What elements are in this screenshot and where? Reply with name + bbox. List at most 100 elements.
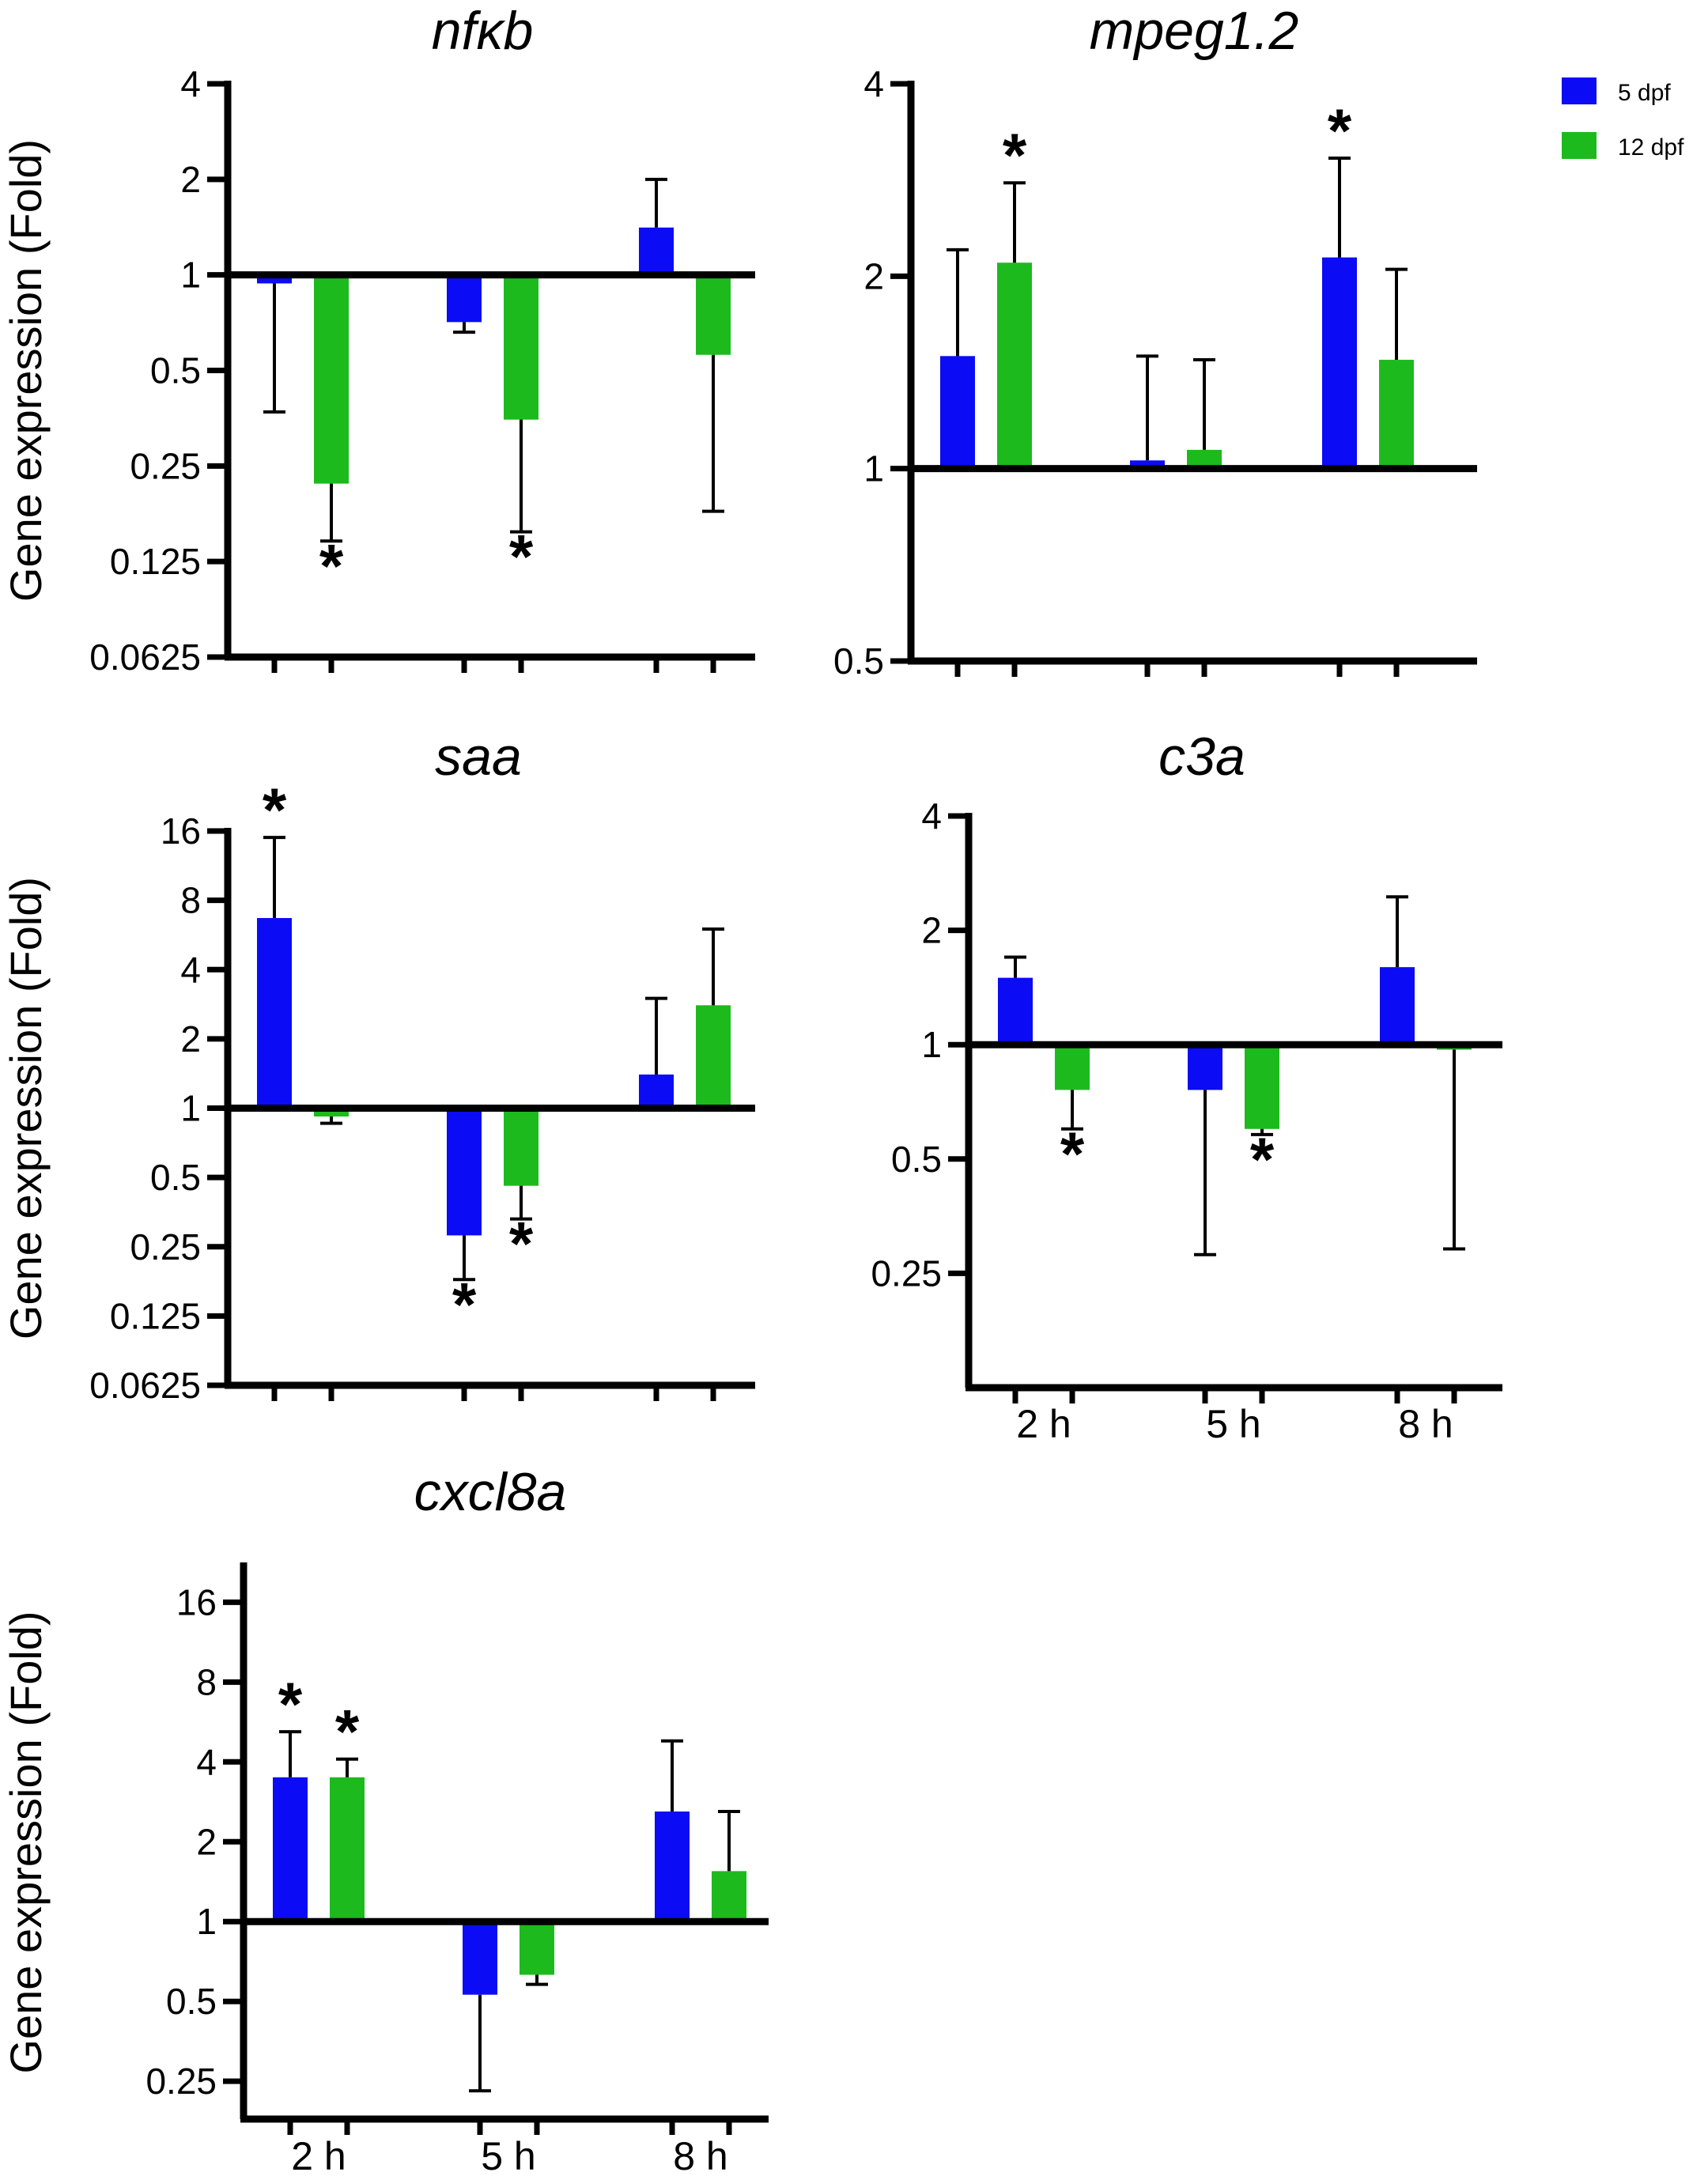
y-tick-label: 0.25 xyxy=(130,1226,201,1267)
significance-star: * xyxy=(319,531,344,600)
x-tick-label: 8 h xyxy=(1398,1402,1453,1446)
panel-saa: saa Gene expression (Fold) 0.0625 0.125 0.25… xyxy=(1,727,755,1406)
bar-12dpf-2h xyxy=(314,274,349,484)
legend-swatch-5dpf xyxy=(1562,77,1597,104)
bar-12dpf-5h xyxy=(1245,1045,1279,1129)
y-tick-label: 0.5 xyxy=(150,1157,201,1198)
significance-star: * xyxy=(509,1209,534,1279)
bar-12dpf-8h xyxy=(1379,360,1414,469)
y-axis-label: Gene expression (Fold) xyxy=(1,1611,51,2073)
y-tick-label: 8 xyxy=(196,1661,217,1702)
y-tick-label: 4 xyxy=(863,63,884,104)
legend-item-12dpf: 12 dpf xyxy=(1562,132,1684,161)
bar-5dpf-8h xyxy=(655,1811,690,1922)
y-tick-label: 2 xyxy=(180,1018,201,1060)
bar-12dpf-5h xyxy=(504,1108,538,1186)
y-tick-label: 16 xyxy=(161,810,201,852)
bar-5dpf-2h xyxy=(940,356,975,469)
y-tick-label: 0.5 xyxy=(891,1139,942,1180)
bar-5dpf-2h xyxy=(257,918,292,1109)
significance-star: * xyxy=(1328,96,1352,165)
legend-swatch-12dpf xyxy=(1562,132,1597,159)
y-tick-label: 0.125 xyxy=(110,1295,201,1336)
panel-cxcl8a: cxcl8a Gene expression (Fold) 0.25 0.5 1 2 4 8 1… xyxy=(1,1462,769,2176)
x-tick-label: 8 h xyxy=(673,2134,728,2176)
y-tick-label: 0.5 xyxy=(150,350,201,391)
legend-item-5dpf: 5 dpf xyxy=(1562,77,1671,106)
significance-star: * xyxy=(509,522,534,591)
panels: nfκb Gene expression (Fold) 0.0625 0.125 0.2… xyxy=(1,1,1502,2176)
y-tick-label: 1 xyxy=(863,448,884,489)
significance-star: * xyxy=(452,1269,477,1339)
y-axis-label: Gene expression (Fold) xyxy=(1,139,51,602)
y-tick-label: 0.25 xyxy=(130,445,201,486)
bar-5dpf-8h xyxy=(639,227,674,275)
chart-title: saa xyxy=(435,727,522,787)
significance-star: * xyxy=(1003,120,1027,190)
bar-12dpf-5h xyxy=(520,1921,554,1975)
x-tick-label: 2 h xyxy=(1016,1402,1071,1446)
y-tick-label: 1 xyxy=(180,1088,201,1129)
bar-12dpf-2h xyxy=(1055,1045,1090,1090)
bar-12dpf-5h xyxy=(1187,449,1222,469)
y-tick-label: 0.0625 xyxy=(89,1365,201,1406)
y-tick-label: 4 xyxy=(921,795,942,837)
panel-mpeg12: mpeg1.2 0.5 1 2 4 * * xyxy=(833,1,1477,682)
bar-5dpf-5h xyxy=(447,1108,482,1236)
y-tick-label: 0.0625 xyxy=(89,637,201,678)
bar-5dpf-8h xyxy=(1380,967,1415,1045)
y-tick-label: 1 xyxy=(921,1024,942,1065)
y-tick-label: 2 xyxy=(921,910,942,951)
bar-5dpf-5h xyxy=(447,274,482,323)
y-tick-label: 8 xyxy=(180,880,201,921)
y-tick-label: 0.5 xyxy=(833,640,884,682)
bar-12dpf-8h xyxy=(696,274,731,355)
bar-5dpf-5h xyxy=(463,1921,497,1995)
bar-12dpf-2h xyxy=(314,1108,349,1117)
chart-title: c3a xyxy=(1158,727,1245,787)
bar-12dpf-2h xyxy=(330,1777,365,1922)
x-tick-label: 2 h xyxy=(291,2134,346,2176)
y-tick-label: 2 xyxy=(863,255,884,297)
y-tick-label: 0.25 xyxy=(145,2061,217,2102)
x-tick-label: 5 h xyxy=(1206,1402,1261,1446)
bar-5dpf-2h xyxy=(998,977,1033,1045)
bar-12dpf-2h xyxy=(997,263,1032,469)
y-axis-label: Gene expression (Fold) xyxy=(1,877,51,1339)
significance-star: * xyxy=(278,1669,303,1739)
x-tick-label: 5 h xyxy=(481,2134,536,2176)
significance-star: * xyxy=(263,775,287,844)
panel-c3a: c3a 0.25 0.5 1 2 4 * 2 h * 5 h 8 h xyxy=(871,727,1502,1446)
legend: 5 dpf 12 dpf xyxy=(1562,77,1684,161)
y-tick-label: 16 xyxy=(176,1581,217,1623)
bar-5dpf-5h xyxy=(1130,460,1165,469)
y-tick-label: 4 xyxy=(196,1741,217,1782)
y-tick-label: 0.25 xyxy=(871,1252,942,1294)
bar-12dpf-8h xyxy=(696,1005,731,1109)
legend-label-5dpf: 5 dpf xyxy=(1618,80,1671,106)
bar-5dpf-2h xyxy=(273,1777,308,1922)
significance-star: * xyxy=(1250,1124,1275,1194)
chart-title: nfκb xyxy=(432,1,534,61)
bar-5dpf-8h xyxy=(1322,257,1357,469)
chart-title: mpeg1.2 xyxy=(1090,1,1299,61)
significance-star: * xyxy=(1060,1119,1085,1188)
bar-5dpf-8h xyxy=(639,1074,674,1109)
y-tick-label: 4 xyxy=(180,949,201,990)
bar-12dpf-5h xyxy=(504,274,538,420)
y-tick-label: 2 xyxy=(180,159,201,200)
y-tick-label: 1 xyxy=(180,255,201,296)
legend-label-12dpf: 12 dpf xyxy=(1618,134,1684,161)
y-tick-label: 0.125 xyxy=(110,541,201,582)
y-tick-label: 0.5 xyxy=(166,1981,217,2022)
y-tick-label: 4 xyxy=(180,63,201,104)
chart-title: cxcl8a xyxy=(414,1462,567,1522)
bar-5dpf-2h xyxy=(257,274,292,284)
significance-star: * xyxy=(335,1697,360,1766)
bar-5dpf-5h xyxy=(1188,1045,1222,1090)
y-tick-label: 2 xyxy=(196,1821,217,1862)
bar-12dpf-8h xyxy=(712,1871,746,1922)
y-tick-label: 1 xyxy=(196,1901,217,1942)
panel-nfkb: nfκb Gene expression (Fold) 0.0625 0.125 0.2… xyxy=(1,1,755,678)
